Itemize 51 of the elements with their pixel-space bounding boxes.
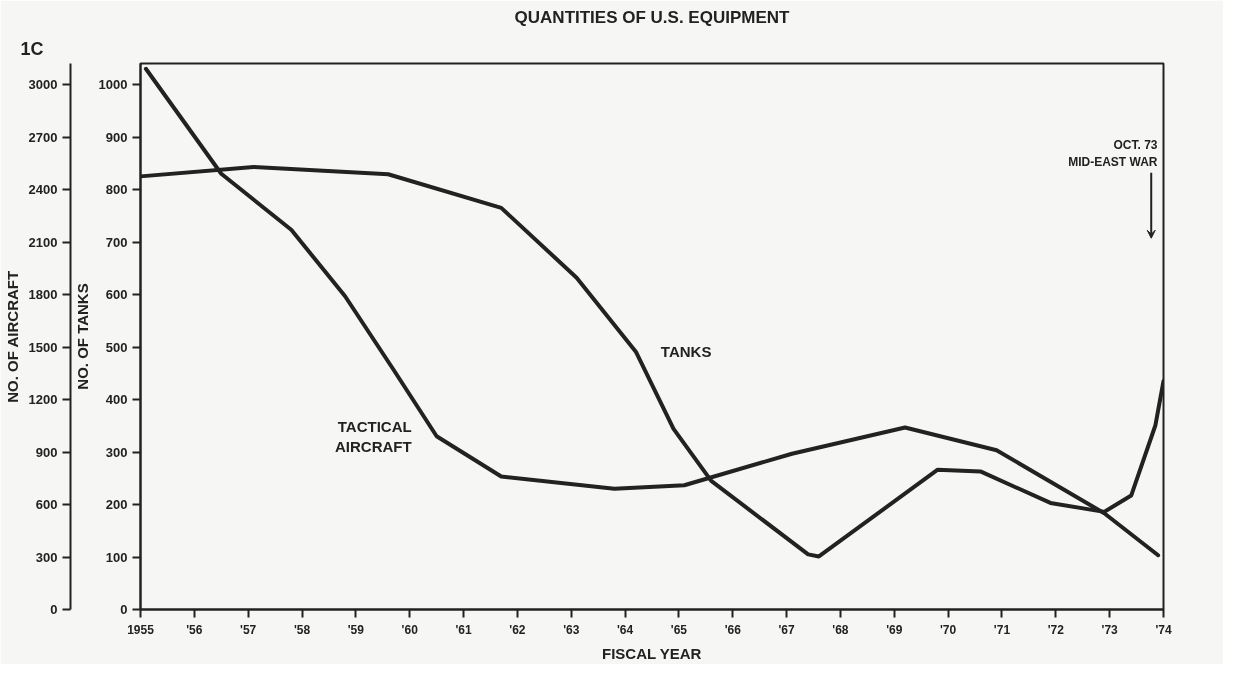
x-tick-label: '68 [832, 622, 849, 637]
y2-tick-label: 900 [35, 444, 58, 460]
y-tick-label: 200 [105, 497, 128, 512]
y-tick-label: 400 [105, 392, 128, 407]
y2-tick-label: 2700 [28, 129, 58, 145]
x-axis-title: FISCAL YEAR [602, 644, 702, 662]
y-tick-label: 1000 [98, 77, 128, 92]
y2-tick-label: 1800 [28, 287, 58, 302]
y-tick-label: 0 [120, 602, 128, 617]
x-tick-label: '56 [186, 622, 203, 637]
y-tick-label: 300 [105, 444, 128, 460]
y2-tick-label: 2400 [28, 182, 58, 197]
line-series [143, 66, 1161, 558]
y2-tick-label: 3000 [28, 77, 58, 92]
x-tick-label: '60 [401, 622, 419, 637]
text: 1C [20, 38, 44, 59]
x-tick-label: '63 [563, 622, 580, 637]
y-tick-label: 500 [105, 339, 128, 355]
x-tick-label: '62 [509, 622, 526, 637]
x-tick-label: '67 [778, 622, 796, 637]
y2-tick-label: 1500 [28, 339, 58, 355]
x-tick-label: '59 [347, 622, 365, 637]
x-tick-label: '61 [455, 622, 472, 637]
x-tick-label: '64 [616, 622, 634, 637]
chart-title: QUANTITIES OF U.S. EQUIPMENT [514, 7, 791, 27]
y2-axis-title: NO. OF AIRCRAFT [3, 270, 21, 403]
y2-tick-label: 0 [50, 602, 58, 617]
y-tick-label: 700 [105, 234, 128, 250]
x-tick-label: 1955 [127, 622, 155, 637]
x-tick-label: '74 [1155, 622, 1172, 637]
x-tick-label: '57 [240, 622, 257, 637]
y2-tick-label: 600 [35, 497, 58, 512]
x-tick-label: '58 [293, 622, 311, 637]
x-tick-label: '73 [1101, 622, 1119, 637]
x-tick-label: '70 [940, 622, 957, 637]
x-tick-label: '72 [1047, 622, 1065, 637]
y-tick-label: 900 [105, 129, 128, 145]
y-axis-title: NO. OF TANKS [73, 283, 91, 390]
x-tick-label: '71 [993, 622, 1011, 637]
y2-tick-label: 2100 [28, 234, 58, 250]
x-tick-label: '65 [670, 622, 688, 637]
y-tick-label: 100 [105, 549, 128, 565]
series-label: TANKS [660, 343, 712, 361]
y2-tick-label: 300 [35, 549, 58, 565]
annotation: OCT. 73 MID-EAST WAR [1068, 137, 1158, 169]
y-tick-label: 600 [105, 287, 128, 302]
x-tick-label: '69 [886, 622, 903, 637]
x-tick-label: '66 [724, 622, 742, 637]
y2-tick-label: 1200 [28, 392, 58, 407]
series-label: TACTICAL AIRCRAFT [334, 417, 412, 455]
y-tick-label: 800 [105, 182, 128, 197]
